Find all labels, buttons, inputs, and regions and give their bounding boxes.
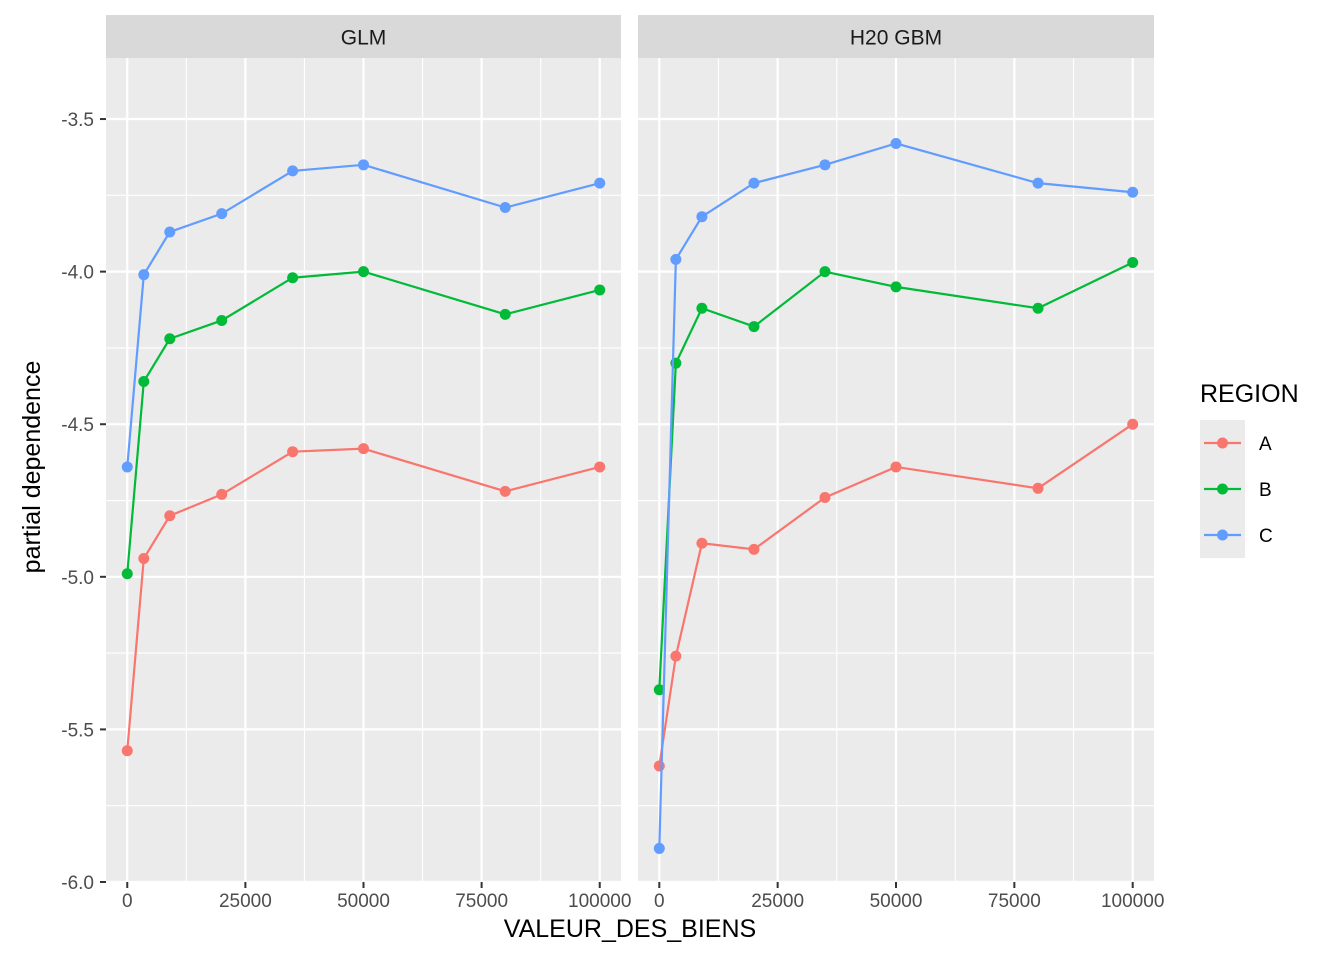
x-tick-label: 100000 xyxy=(568,891,631,912)
y-tick-label: -5.0 xyxy=(61,568,94,589)
data-point xyxy=(499,308,511,320)
data-point xyxy=(216,314,228,326)
data-point xyxy=(594,461,606,473)
legend-label: C xyxy=(1259,526,1273,547)
data-point xyxy=(121,568,133,580)
data-point xyxy=(499,485,511,497)
data-point xyxy=(594,284,606,296)
y-tick-label: -4.5 xyxy=(61,415,94,436)
legend-label: A xyxy=(1259,434,1272,455)
legend-key-point xyxy=(1217,437,1228,449)
x-tick-label: 50000 xyxy=(337,891,390,912)
series-line-b xyxy=(658,261,1134,690)
data-point xyxy=(819,266,831,278)
x-axis-title: VALEUR_DES_BIENS xyxy=(504,915,756,943)
data-point xyxy=(1127,186,1139,198)
data-point xyxy=(499,202,511,214)
panel-1: GLM 0 25000 50000 75000 100000 xyxy=(106,15,631,912)
data-point xyxy=(748,321,760,333)
data-point xyxy=(216,208,228,220)
data-point xyxy=(890,137,902,149)
legend: REGION A B C xyxy=(1200,380,1299,558)
series-c xyxy=(653,137,1139,854)
panel-2: H20 GBM 0 25000 50000 75000 100000 xyxy=(638,15,1164,912)
data-point xyxy=(358,443,369,455)
data-point xyxy=(653,842,665,854)
x-tick-label: 75000 xyxy=(988,891,1041,912)
y-axis: -6.0 -5.5 -5.0 -4.5 -4.0 -3.5 xyxy=(61,110,106,894)
series-a xyxy=(653,418,1139,772)
data-point xyxy=(890,281,902,293)
panel-strip xyxy=(106,15,621,58)
legend-label: B xyxy=(1259,480,1272,501)
data-point xyxy=(696,211,708,223)
series-line-c xyxy=(126,163,601,468)
data-point xyxy=(1032,302,1044,314)
legend-key-point xyxy=(1217,483,1228,495)
panel-title: GLM xyxy=(341,27,387,50)
y-tick-label: -3.5 xyxy=(61,110,94,131)
data-point xyxy=(819,491,831,503)
legend-title: REGION xyxy=(1200,380,1299,408)
data-point xyxy=(121,461,133,473)
legend-entry-b: B xyxy=(1200,466,1272,512)
y-tick-label: -4.0 xyxy=(61,263,94,284)
x-tick-label: 0 xyxy=(122,891,133,912)
series-line-b xyxy=(126,270,601,574)
data-point xyxy=(358,159,369,171)
panel-title: H20 GBM xyxy=(850,27,942,50)
data-point xyxy=(696,537,708,549)
data-point xyxy=(748,543,760,555)
x-tick-label: 50000 xyxy=(870,891,923,912)
data-point xyxy=(164,510,176,522)
data-point xyxy=(653,760,665,772)
data-point xyxy=(287,446,299,458)
data-point xyxy=(138,553,150,565)
data-point xyxy=(890,461,902,473)
series-line-a xyxy=(658,423,1134,767)
x-tick-label: 0 xyxy=(654,891,665,912)
legend-entry-c: C xyxy=(1200,512,1273,558)
data-point xyxy=(121,745,133,757)
data-point xyxy=(1127,256,1139,268)
y-tick-label: -5.5 xyxy=(61,720,94,741)
y-axis-title: partial dependence xyxy=(18,361,46,574)
x-tick-label: 75000 xyxy=(455,891,508,912)
x-tick-label: 25000 xyxy=(751,891,804,912)
data-point xyxy=(670,253,682,265)
x-tick-label: 25000 xyxy=(219,891,272,912)
data-point xyxy=(1032,482,1044,494)
data-point xyxy=(748,177,760,189)
data-point xyxy=(164,226,176,238)
data-point xyxy=(216,488,228,500)
legend-key-point xyxy=(1217,529,1228,541)
data-point xyxy=(287,272,299,284)
legend-entry-a: A xyxy=(1200,420,1272,466)
y-tick-label: -6.0 xyxy=(61,873,94,894)
data-point xyxy=(670,650,682,662)
data-point xyxy=(164,333,176,345)
data-point xyxy=(819,159,831,171)
data-point xyxy=(358,266,369,278)
series-line-a xyxy=(126,447,601,751)
data-point xyxy=(1127,418,1139,430)
data-point xyxy=(653,684,665,696)
series-b xyxy=(121,266,606,580)
series-a xyxy=(121,443,606,757)
data-point xyxy=(594,177,606,189)
x-tick-label: 100000 xyxy=(1101,891,1164,912)
data-point xyxy=(287,165,299,177)
series-line-c xyxy=(658,142,1133,849)
panels: GLM 0 25000 50000 75000 100000 H20 GBM 0 25000 50… xyxy=(106,15,1164,912)
data-point xyxy=(696,302,708,314)
data-point xyxy=(138,269,150,281)
series-c xyxy=(121,159,606,473)
data-point xyxy=(138,375,150,387)
panel-strip xyxy=(638,15,1154,58)
data-point xyxy=(1032,177,1044,189)
